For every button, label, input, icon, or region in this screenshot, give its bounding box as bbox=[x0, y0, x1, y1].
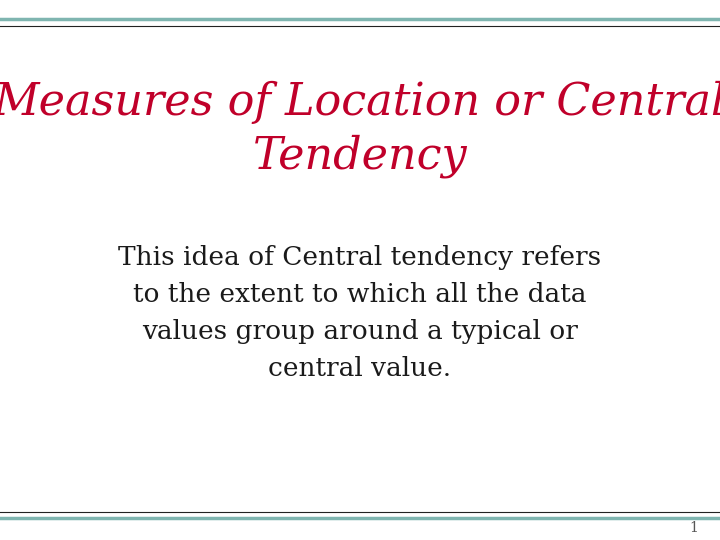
Text: 1: 1 bbox=[690, 521, 698, 535]
Text: Measures of Location or Central
Tendency: Measures of Location or Central Tendency bbox=[0, 81, 720, 178]
Text: This idea of Central tendency refers
to the extent to which all the data
values : This idea of Central tendency refers to … bbox=[118, 245, 602, 381]
